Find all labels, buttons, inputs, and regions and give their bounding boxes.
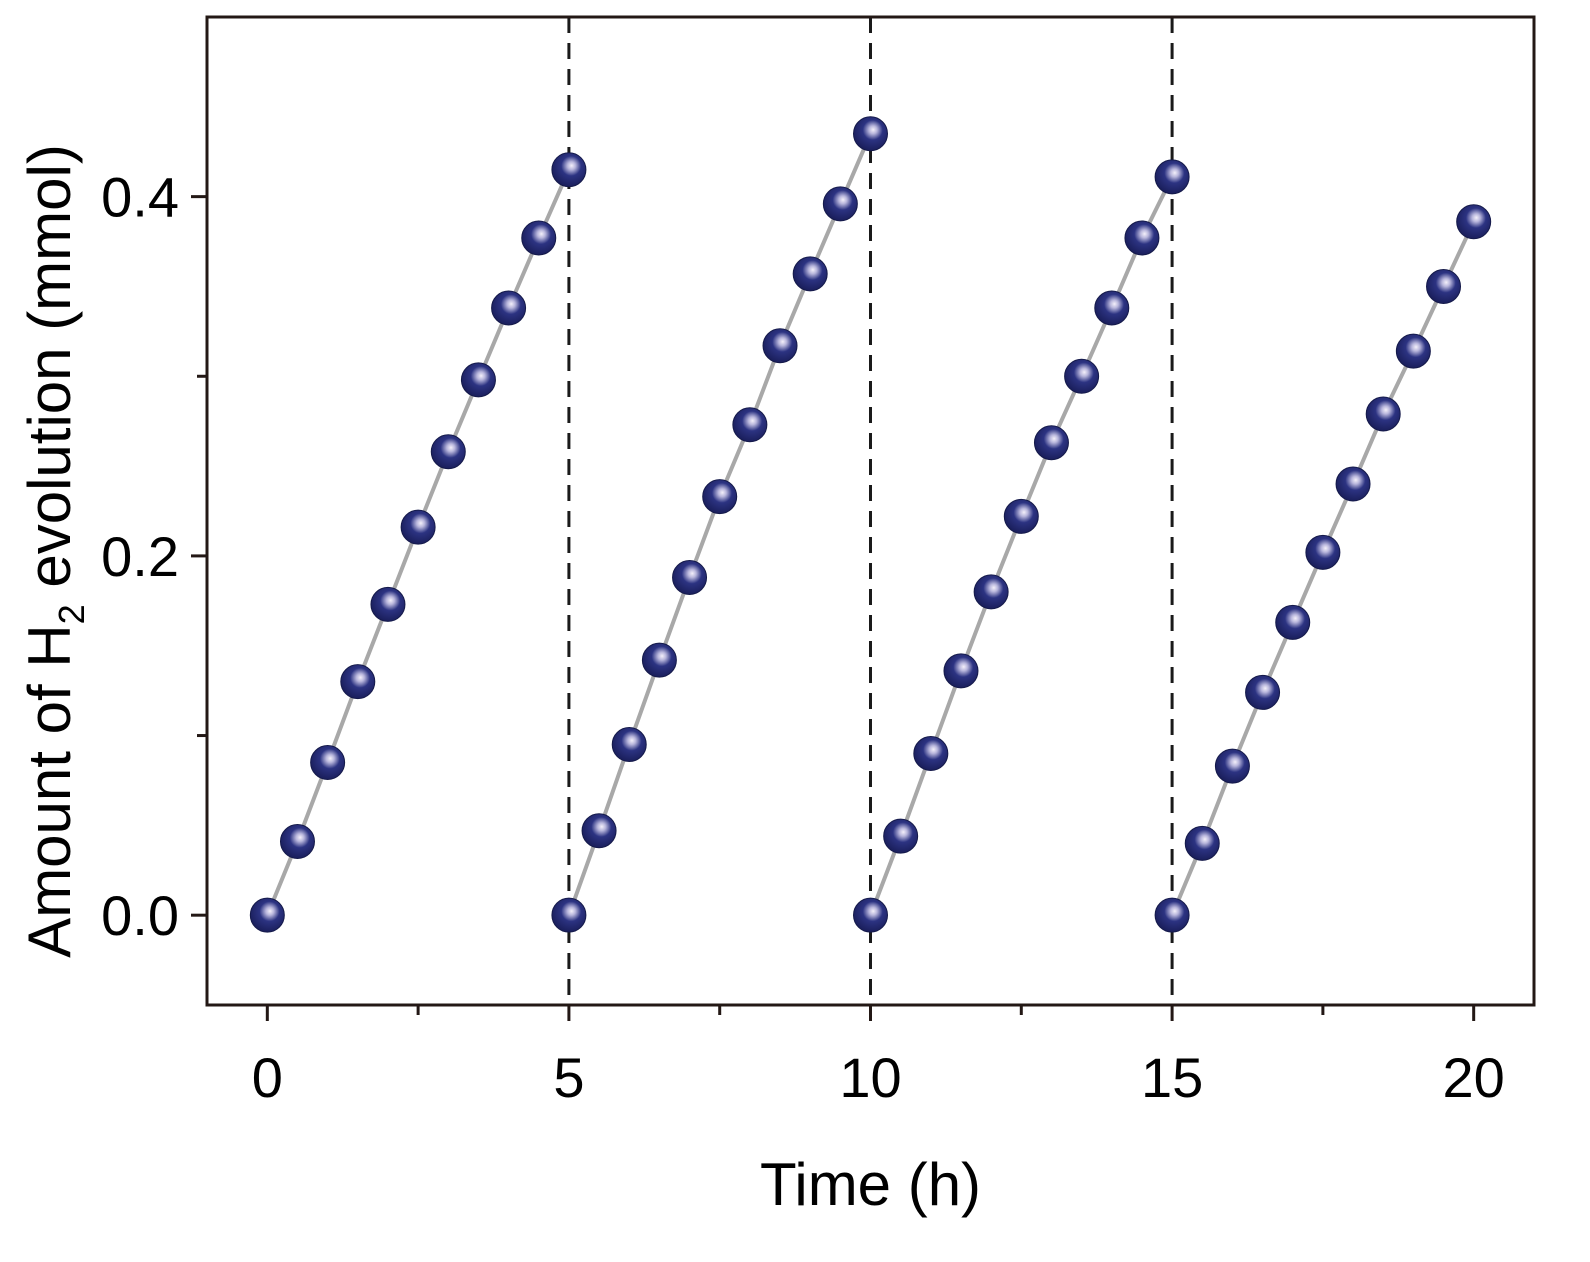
y-axis-title-part: evolution (mmol) [16, 144, 83, 604]
series-line [567, 133, 873, 916]
data-point [702, 479, 738, 515]
data-point [641, 642, 677, 678]
data-point [973, 574, 1009, 610]
series-line [868, 176, 1174, 916]
data-point [1456, 204, 1492, 240]
x-tick-label: 20 [1443, 1046, 1505, 1109]
data-point [1305, 534, 1341, 570]
y-axis-title-part: Amount of H [16, 624, 83, 958]
data-point [340, 664, 376, 700]
data-point [1003, 498, 1039, 534]
data-point [943, 653, 979, 689]
data-point [370, 586, 406, 622]
data-point [853, 897, 888, 933]
data-point [249, 897, 285, 933]
data-point [1245, 674, 1281, 710]
data-point [1124, 220, 1160, 256]
data-point [611, 727, 647, 763]
data-points [249, 116, 1492, 933]
data-point [672, 559, 708, 595]
data-point [400, 509, 436, 545]
y-axis-ticks: 0.0 0.2 0.4 [101, 166, 207, 947]
data-point [310, 744, 346, 780]
x-tick-label: 0 [252, 1046, 283, 1109]
data-point [521, 220, 557, 256]
data-point [762, 328, 798, 364]
data-point [460, 362, 496, 398]
data-point [913, 736, 949, 772]
data-point [1365, 396, 1401, 432]
data-point [1395, 333, 1431, 369]
data-point [551, 897, 587, 933]
data-point [581, 813, 617, 849]
data-point [792, 256, 828, 292]
x-tick-label: 10 [839, 1046, 901, 1109]
data-point [491, 290, 527, 326]
data-point [853, 116, 888, 152]
data-point [1275, 604, 1311, 640]
cycle-separators [567, 17, 1174, 1005]
data-point [883, 818, 919, 854]
x-axis-ticks: 0 5 10 15 20 [252, 1005, 1505, 1109]
x-axis-title: Time (h) [760, 1151, 981, 1218]
data-point [1184, 825, 1220, 861]
data-point [1214, 748, 1250, 784]
y-tick-label: 0.4 [101, 166, 179, 229]
data-point [1033, 425, 1069, 461]
data-point [551, 152, 587, 188]
data-point [1154, 897, 1190, 933]
data-point [1426, 268, 1462, 304]
data-point [430, 434, 466, 470]
x-tick-label: 15 [1141, 1046, 1203, 1109]
x-tick-label: 5 [553, 1046, 584, 1109]
y-axis-title-subscript: 2 [51, 604, 92, 624]
data-point [1154, 159, 1190, 195]
y-tick-label: 0.2 [101, 525, 179, 588]
data-point [732, 407, 768, 443]
data-point [279, 824, 315, 860]
y-axis-title: Amount of H2 evolution (mmol) [16, 144, 92, 958]
data-point [1064, 358, 1100, 394]
data-point [1335, 466, 1371, 502]
data-point [1094, 290, 1130, 326]
y-tick-label: 0.0 [101, 884, 179, 947]
data-point [822, 186, 858, 222]
